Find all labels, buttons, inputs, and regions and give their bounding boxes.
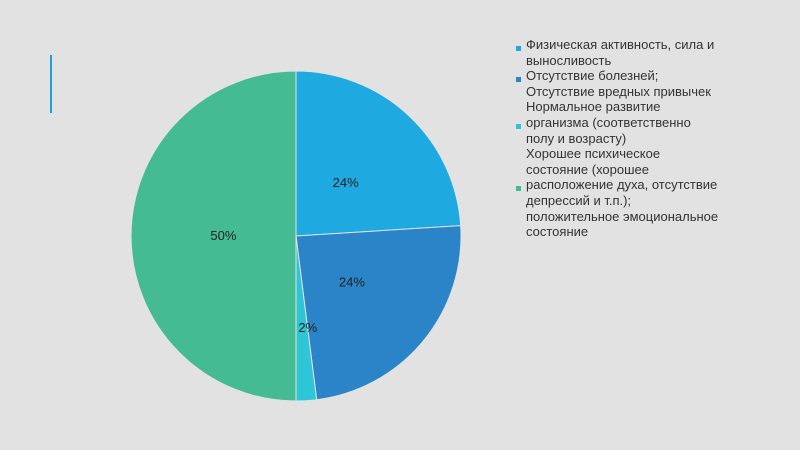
- legend-text-line: полу и возрасту): [526, 130, 627, 146]
- legend-text-line: выносливость: [526, 52, 612, 68]
- pie-slice-1: [295, 225, 462, 401]
- pie-data-label-0: 24%: [333, 175, 359, 190]
- legend-item-2: Нормальное развитие организма (соответств…: [514, 99, 784, 146]
- accent-bar: [50, 55, 52, 113]
- legend-text-line: состояние (хорошее: [526, 161, 649, 177]
- legend-text-line: организма (соответственно: [526, 114, 691, 130]
- legend-text-line: Нормальное развитие: [526, 99, 661, 115]
- legend-item-3: Хорошее психическое состояние (хорошее рас…: [514, 146, 784, 240]
- legend-swatch-0: [516, 46, 521, 51]
- legend-text-line: положительное эмоциональное: [526, 208, 719, 224]
- legend-text-line: Отсутствие болезней;: [526, 68, 659, 84]
- chart-legend: Физическая активность, сила и выносливост…: [514, 37, 784, 240]
- legend-text-line: Физическая активность, сила и: [526, 37, 715, 52]
- pie-data-label-2: 2%: [298, 320, 317, 335]
- legend-text-line: Отсутствие вредных привычек: [526, 83, 711, 99]
- legend-item-1: Отсутствие болезней; Отсутствие вредных п…: [514, 68, 784, 99]
- legend-item-0: Физическая активность, сила и выносливост…: [514, 37, 784, 68]
- pie-data-label-1: 24%: [339, 274, 365, 289]
- pie-data-label-3: 50%: [210, 228, 236, 243]
- pie-slice-3: [130, 70, 297, 402]
- legend-swatch-3: [516, 186, 521, 192]
- legend-text-line: расположение духа, отсутствие: [526, 177, 718, 193]
- legend-text-line: состояние: [526, 224, 589, 240]
- legend-text-line: депрессий и т.п.);: [526, 192, 632, 208]
- legend-text-line: Хорошее психическое: [526, 146, 661, 162]
- legend-swatch-2: [516, 123, 521, 129]
- pie-slice-0: [295, 70, 462, 237]
- legend-swatch-1: [516, 77, 521, 83]
